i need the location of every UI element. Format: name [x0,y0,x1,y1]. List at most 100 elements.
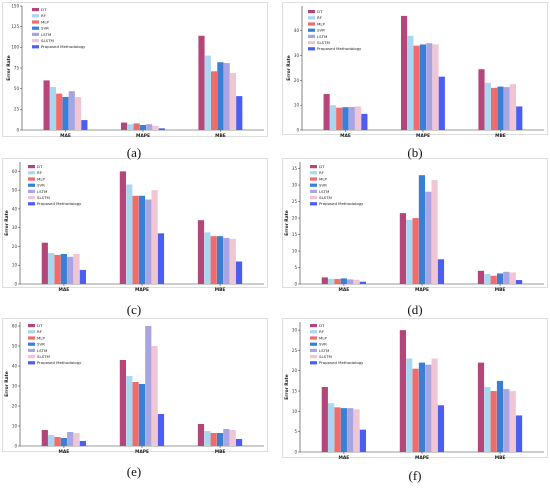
bar-rf-mape [126,184,133,284]
y-tick-label: 50 [12,188,18,193]
bar-rf-mape [126,376,133,446]
bar-rf-mae [328,278,335,284]
legend-swatch [310,189,317,193]
chart-panel-e: 0 10 20 30 40 50 60 Error Rate MAE MAPE MBE DT RF MLP… [2,318,268,455]
y-tick-label: 30 [12,383,18,388]
y-tick-label: 25 [292,348,298,353]
bar-slstm-mbe [229,238,236,284]
bar-mlp-mbe [490,275,497,284]
y-tick-label: 50 [12,343,18,348]
bar-svr-mape [418,175,426,284]
bar-lstm-mape [426,43,433,131]
legend-swatch [28,324,35,328]
y-tick-label: 10 [12,423,18,428]
bar-dt-mbe [198,35,205,131]
bar-svr-mae [60,253,67,284]
bar-dt-mape [399,330,407,452]
y-tick-label: 30 [12,225,18,230]
bar-proposed-methodology-mape [157,414,165,446]
caption-f: (f) [408,468,422,483]
bar-dt-mape [399,213,407,284]
x-tick-label: MAPE [135,449,149,455]
legend-swatch [310,330,317,334]
y-tick-label: 25 [292,199,298,204]
bar-svr-mae [342,107,349,130]
bar-svr-mae [62,96,69,130]
x-tick-label: MAPE [415,287,429,293]
y-tick-label: 0 [296,127,299,132]
bar-proposed-methodology-mbe [515,280,523,284]
legend-label: Proposed Methodology [319,360,364,365]
bar-rf-mae [49,87,56,130]
bar-svr-mape [419,44,427,130]
bar-lstm-mbe [503,87,510,130]
legend-swatch [28,165,35,169]
legend-swatch [310,171,317,175]
legend-label: RF [37,329,43,334]
bar-mlp-mae [54,437,61,446]
legend-swatch [28,336,35,340]
legend-label: LSTM [37,348,47,353]
legend-swatch [32,45,39,49]
bar-svr-mbe [217,62,224,130]
chart-svg: 0 5 10 15 20 25 30 35 Error Rate MAE MAPE MBE DTRFML… [282,158,548,293]
y-tick-label: 10 [292,248,298,253]
caption-c: (c) [126,302,142,317]
legend-label: SVR [319,183,327,188]
bar-dt-mbe [477,270,485,284]
y-axis-label: Error Rate [284,374,290,399]
bar-dt-mbe [477,362,485,452]
bar-dt-mape [120,122,128,130]
bar-proposed-methodology-mape [437,405,445,452]
y-tick-label: 50 [14,86,20,91]
bar-proposed-methodology-mape [437,259,445,284]
chart-panel-b: 0 10 20 30 40 Error Rate MAE MAPE MBE DT RF MLP SVR L… [282,2,548,139]
bar-mlp-mbe [210,236,217,284]
bar-dt-mape [400,15,408,131]
legend-label: LSTM [319,348,329,353]
legend-label: RF [41,13,47,18]
bar-proposed-methodology-mape [438,76,445,130]
y-tick-label: 0 [14,281,17,286]
y-tick-label: 10 [12,263,18,268]
bar-mlp-mape [412,368,419,452]
legend-swatch [28,355,35,359]
y-axis-label: Error Rate [4,210,10,235]
bar-proposed-methodology-mae [79,441,86,446]
y-tick-label: 40 [12,363,18,368]
legend-label: SVR [37,342,45,347]
legend-label: SLSTM [319,195,332,200]
bar-slstm-mbe [509,84,517,130]
y-tick-label: 60 [12,323,18,328]
bar-proposed-methodology-mae [79,269,86,284]
legend-swatch [28,202,35,206]
x-tick-label: MBE [215,287,226,293]
legend-swatch [32,39,39,43]
y-tick-label: 10 [294,103,300,108]
bar-rf-mae [329,105,336,130]
legend-swatch [310,342,317,346]
legend-swatch [32,26,39,30]
legend-label: MLP [317,21,326,26]
bar-mlp-mae [334,407,341,452]
y-axis-label: Error Rate [6,55,12,80]
bar-rf-mbe [204,55,211,130]
bar-svr-mbe [216,236,224,284]
y-tick-label: 20 [12,244,18,249]
bar-svr-mbe [497,86,504,130]
legend-swatch [28,196,35,200]
legend-swatch [310,177,317,181]
y-tick-label: 15 [292,388,298,393]
caption-b: (b) [407,145,423,160]
bar-svr-mbe [496,380,504,452]
y-tick-label: 0 [294,449,297,454]
x-tick-label: MAE [60,133,71,139]
bar-rf-mae [48,435,55,446]
y-tick-label: 125 [11,24,19,29]
bar-lstm-mbe [223,238,230,284]
bar-slstm-mae [353,279,360,284]
y-tick-label: 100 [11,45,19,50]
